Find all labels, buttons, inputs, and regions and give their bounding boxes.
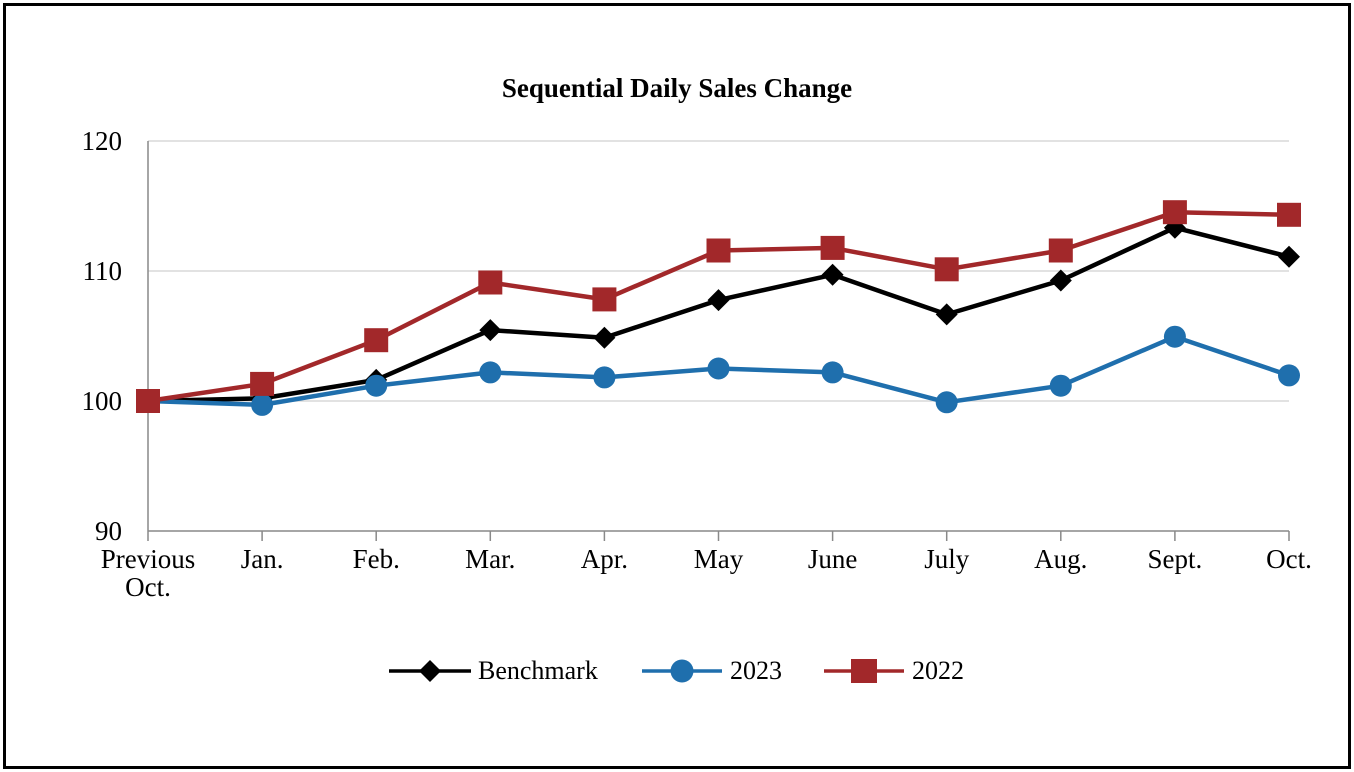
svg-text:June: June <box>808 544 858 574</box>
svg-text:90: 90 <box>95 516 122 546</box>
svg-text:Oct.: Oct. <box>125 572 171 602</box>
svg-text:Previous: Previous <box>101 544 196 574</box>
svg-text:Feb.: Feb. <box>353 544 400 574</box>
svg-text:July: July <box>924 544 970 574</box>
svg-text:Benchmark: Benchmark <box>478 656 598 685</box>
svg-text:Sept.: Sept. <box>1148 544 1203 574</box>
svg-text:100: 100 <box>82 386 123 416</box>
svg-text:Apr.: Apr. <box>581 544 628 574</box>
svg-text:Aug.: Aug. <box>1034 544 1087 574</box>
svg-text:Oct.: Oct. <box>1266 544 1312 574</box>
svg-text:Mar.: Mar. <box>465 544 515 574</box>
svg-text:120: 120 <box>82 126 123 156</box>
svg-text:110: 110 <box>83 256 123 286</box>
svg-text:2023: 2023 <box>730 656 782 685</box>
svg-text:2022: 2022 <box>912 656 964 685</box>
svg-text:Jan.: Jan. <box>241 544 284 574</box>
svg-text:May: May <box>694 544 744 574</box>
